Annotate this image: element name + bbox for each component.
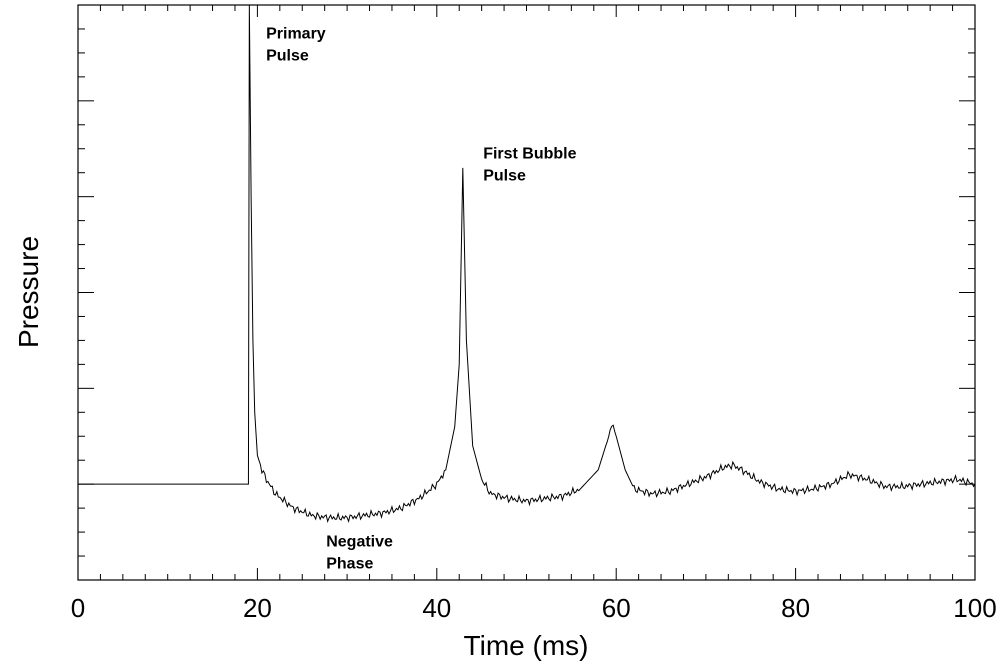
annotation-label: Negative	[326, 533, 393, 550]
x-tick-label: 20	[243, 593, 272, 623]
x-tick-label: 0	[71, 593, 85, 623]
plot-frame	[77, 4, 976, 581]
x-tick-label: 60	[602, 593, 631, 623]
annotation-label: Pulse	[483, 167, 526, 184]
x-tick-label: 80	[781, 593, 810, 623]
annotation-label: Primary	[266, 26, 326, 43]
ticks-layer: 0 20 40 60 80 100	[71, 4, 997, 623]
x-axis-title: Time (ms)	[464, 630, 589, 661]
annotations-layer: Primary Pulse First Bubble Pulse Negative Pha…	[266, 26, 577, 573]
x-tick-label: 100	[953, 593, 996, 623]
y-axis-title: Pressure	[13, 236, 44, 348]
annotation-label: Phase	[326, 555, 373, 572]
x-tick-label: 40	[422, 593, 451, 623]
annotation-label: First Bubble	[483, 145, 576, 162]
pressure-series-line	[78, 4, 976, 524]
annotation-label: Pulse	[266, 48, 309, 65]
